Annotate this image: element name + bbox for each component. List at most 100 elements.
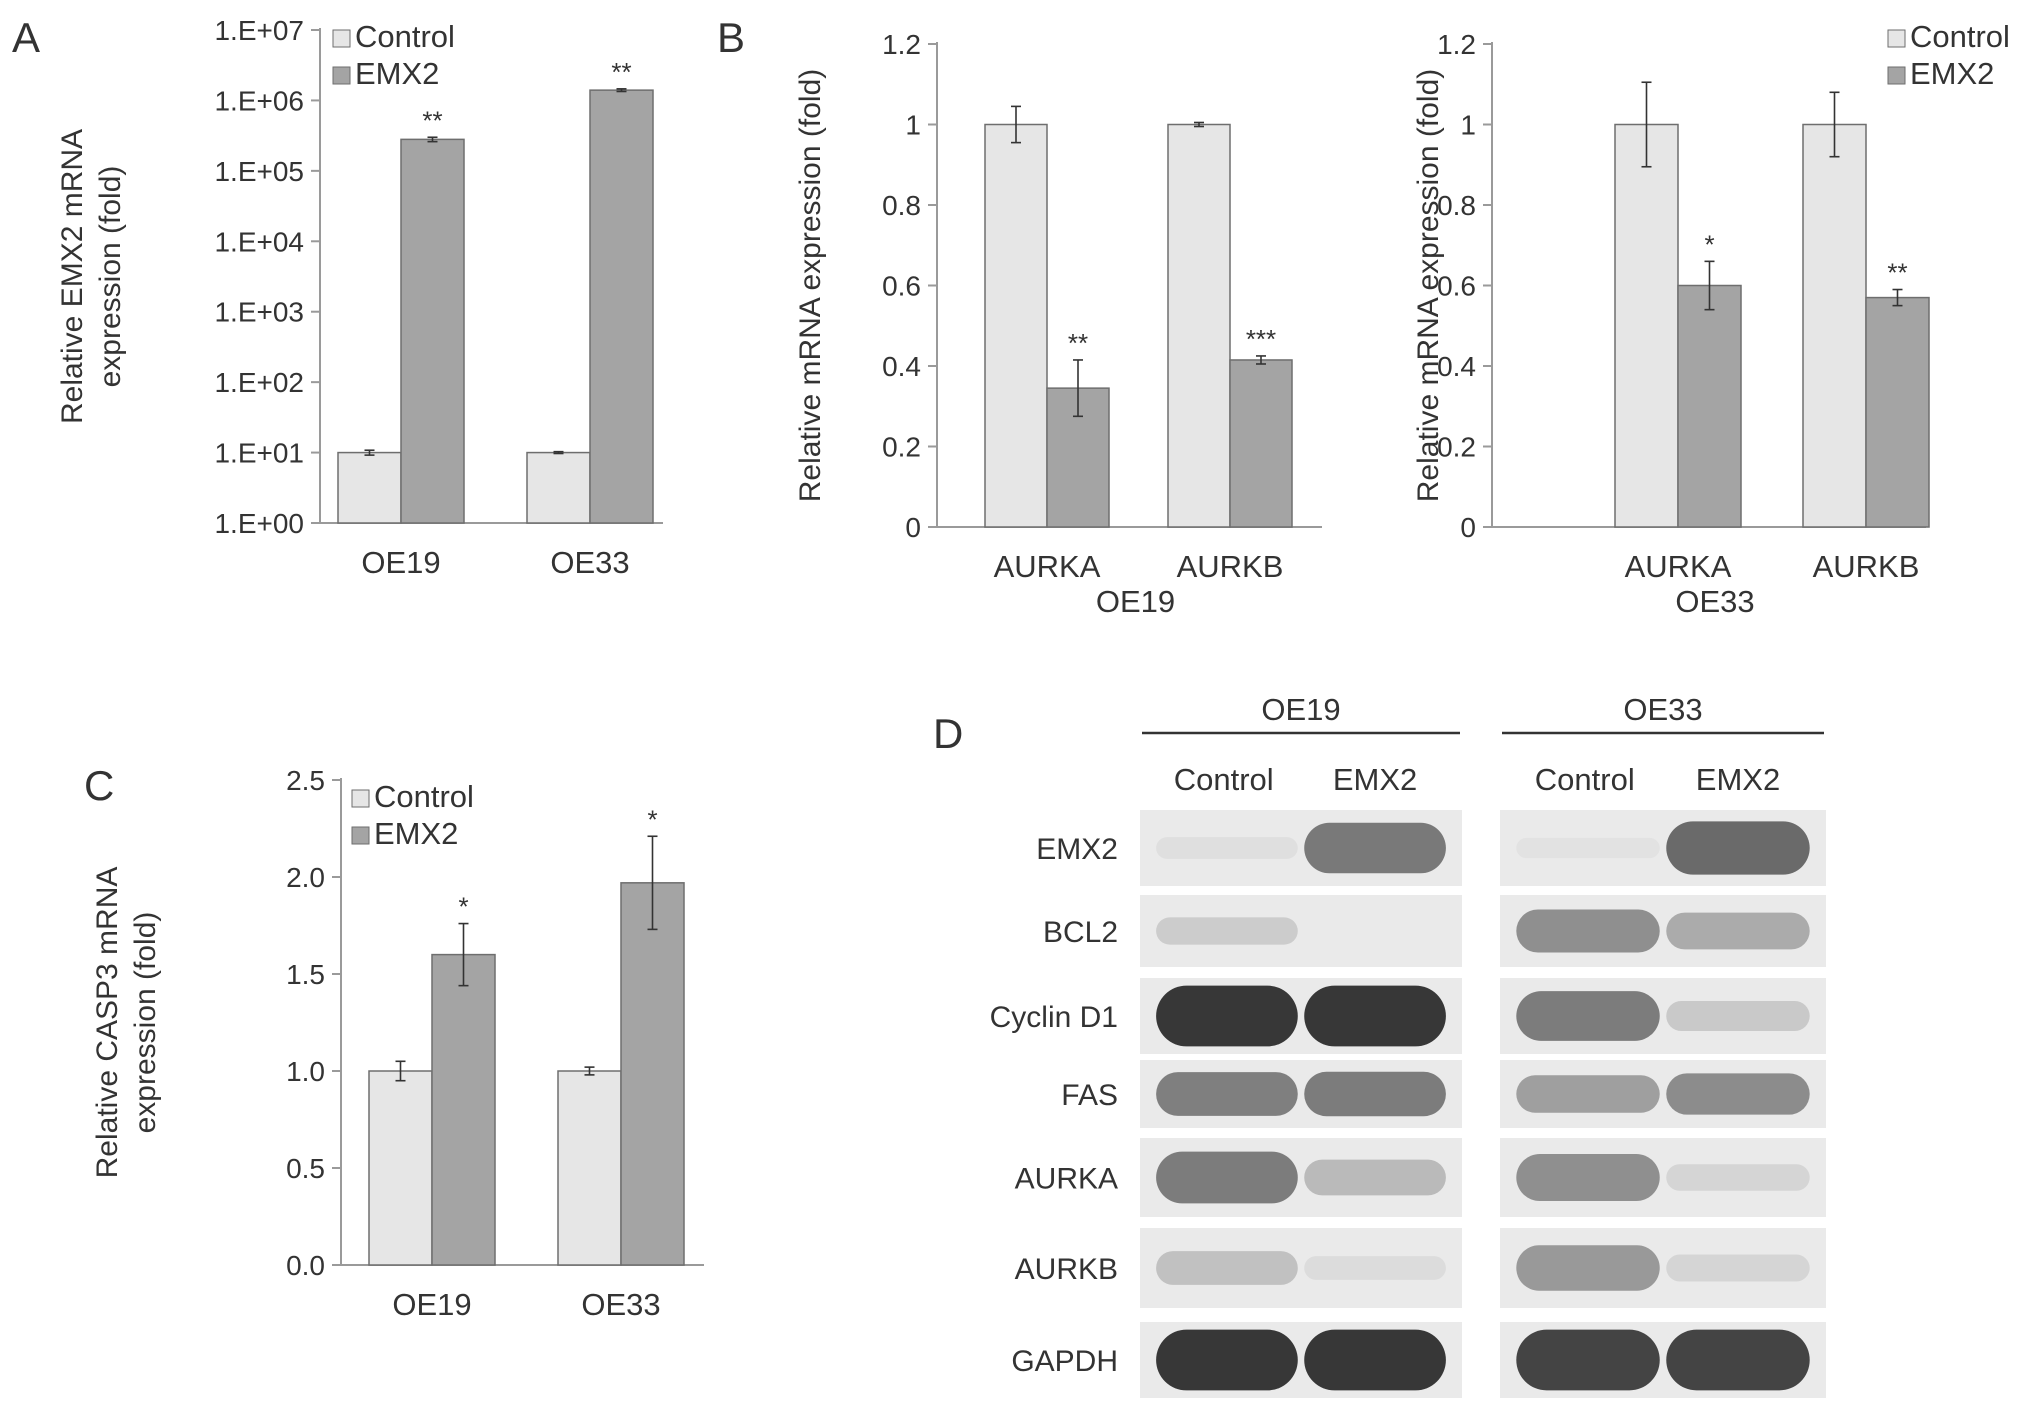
blot-band <box>1304 1071 1446 1117</box>
bar-emx2-aurkb <box>1865 296 1930 528</box>
bar-emx2-aurka <box>1677 284 1742 528</box>
y-tick-label-c: 0.5 <box>286 1153 325 1184</box>
panel-label-c: C <box>84 762 114 809</box>
blot-band <box>1156 1329 1298 1391</box>
y-tick-label-b2: 0 <box>1460 512 1476 543</box>
blot-band <box>1156 1072 1298 1116</box>
group-label-b2: OE33 <box>1675 584 1754 619</box>
y-tick-label-b2: 0.2 <box>1437 432 1476 463</box>
y-tick-label-a: 1.E+05 <box>214 156 304 187</box>
chart-c: 0.0 0.5 1.0 1.5 2.0 2.5 Relative CASP3 mRNA exp… <box>91 765 704 1322</box>
significance-marker-c: * <box>458 892 468 922</box>
y-axis-label-c: Relative CASP3 mRNA <box>91 867 124 1179</box>
blot-band <box>1304 1329 1446 1391</box>
y-tick-label-c: 0.0 <box>286 1250 325 1281</box>
cell-line-header-oe33: OE33 <box>1623 692 1702 727</box>
bar-emx2-oe19 <box>431 953 496 1266</box>
legend-swatch-emx2 <box>1887 66 1906 85</box>
legend-swatch-emx2 <box>351 826 370 845</box>
blot-band <box>1516 1245 1660 1291</box>
y-tick-label-b1: 1.2 <box>882 29 921 60</box>
blot-band <box>1666 1254 1810 1282</box>
y-tick-label-b2: 0.4 <box>1437 351 1476 382</box>
y-tick-label-b2: 0.6 <box>1437 271 1476 302</box>
blot-band <box>1304 985 1446 1047</box>
panel-label-b: B <box>717 14 745 61</box>
y-tick-label-a: 1.E+02 <box>214 367 304 398</box>
bar-emx2-oe33 <box>620 882 685 1266</box>
blot-band <box>1304 822 1446 874</box>
bar-control-aurka <box>984 123 1048 528</box>
blot-band <box>1516 991 1660 1041</box>
bar-emx2-aurkb <box>1229 359 1293 528</box>
blot-band <box>1156 1251 1298 1285</box>
condition-header-emx2: EMX2 <box>1696 762 1780 797</box>
bar-control-aurka <box>1614 123 1679 528</box>
y-tick-label-c: 2.0 <box>286 862 325 893</box>
significance-marker-b2: ** <box>1887 258 1907 288</box>
panel-b: B 0 0.2 0.4 0.6 0.8 1 1.2 Relative mRNA express… <box>717 14 2010 619</box>
legend-label-control: Control <box>355 19 455 54</box>
y-tick-label-a: 1.E+01 <box>214 438 304 469</box>
bar-control-aurkb <box>1167 123 1231 528</box>
y-tick-label-c: 2.5 <box>286 765 325 796</box>
blot-band <box>1666 821 1810 875</box>
protein-label-aurkb: AURKB <box>1015 1253 1118 1286</box>
y-tick-label-a: 1.E+03 <box>214 297 304 328</box>
blot-band <box>1666 1001 1810 1031</box>
protein-label-gapdh: GAPDH <box>1011 1345 1118 1378</box>
protein-label-emx2: EMX2 <box>1036 833 1118 866</box>
bar-control-oe33 <box>557 1070 622 1266</box>
protein-label-bcl2: BCL2 <box>1043 916 1118 949</box>
condition-header-control: Control <box>1535 762 1635 797</box>
y-tick-label-b2: 1 <box>1460 110 1476 141</box>
panel-a: A 1.E+001.E+011.E+021.E+031.E+041.E+051.… <box>12 14 663 580</box>
legend-swatch-emx2 <box>332 66 351 85</box>
bar-emx2-oe33 <box>589 89 654 524</box>
blot-band <box>1516 837 1660 859</box>
blot-band <box>1666 1164 1810 1191</box>
significance-marker-c: * <box>647 804 657 834</box>
blot-band <box>1516 1153 1660 1202</box>
blot-band <box>1156 1151 1298 1204</box>
y-axis-label-b1: Relative mRNA expression (fold) <box>794 69 827 503</box>
bar-emx2-oe19 <box>400 138 465 524</box>
significance-marker-a: ** <box>611 57 631 87</box>
y-tick-label-b2: 1.2 <box>1437 29 1476 60</box>
y-axis-label-c: expression (fold) <box>129 912 162 1134</box>
panel-d: D OE19 Control EMX2 OE33 Control EMX2 EMX2 BCL2… <box>933 692 1826 1398</box>
y-tick-label-a: 1.E+06 <box>214 85 304 116</box>
y-tick-label-b1: 1 <box>905 110 921 141</box>
y-tick-label-c: 1.5 <box>286 959 325 990</box>
legend-label-emx2: EMX2 <box>374 816 458 851</box>
legend-swatch-control <box>332 29 351 48</box>
significance-marker-b1: *** <box>1246 324 1276 354</box>
panel-label-a: A <box>12 14 40 61</box>
category-label-aurka: AURKA <box>1625 549 1732 584</box>
y-tick-label-a: 1.E+07 <box>214 15 304 46</box>
category-label-oe19: OE19 <box>392 1287 471 1322</box>
condition-header-control: Control <box>1174 762 1274 797</box>
blot-band <box>1516 1329 1660 1391</box>
y-axis-label-a: Relative EMX2 mRNA <box>56 129 89 424</box>
legend-swatch-control <box>1887 29 1906 48</box>
legend-swatch-control <box>351 789 370 808</box>
category-label-oe19: OE19 <box>361 545 440 580</box>
blot-band <box>1304 1159 1446 1196</box>
group-label-b1: OE19 <box>1096 584 1175 619</box>
y-tick-label-c: 1.0 <box>286 1056 325 1087</box>
blot-band <box>1666 1329 1810 1391</box>
category-label-oe33: OE33 <box>550 545 629 580</box>
bar-control-oe19 <box>368 1070 433 1266</box>
y-tick-label-b1: 0.2 <box>882 432 921 463</box>
significance-marker-b1: ** <box>1068 328 1088 358</box>
panel-label-d: D <box>933 710 963 757</box>
bar-control-oe33 <box>526 451 591 524</box>
blot-band <box>1666 912 1810 950</box>
condition-header-emx2: EMX2 <box>1333 762 1417 797</box>
y-axis-label-a: expression (fold) <box>94 166 127 388</box>
category-label-oe33: OE33 <box>581 1287 660 1322</box>
protein-label-fas: FAS <box>1061 1079 1118 1112</box>
cell-line-header-oe19: OE19 <box>1261 692 1340 727</box>
significance-marker-a: ** <box>422 105 442 135</box>
